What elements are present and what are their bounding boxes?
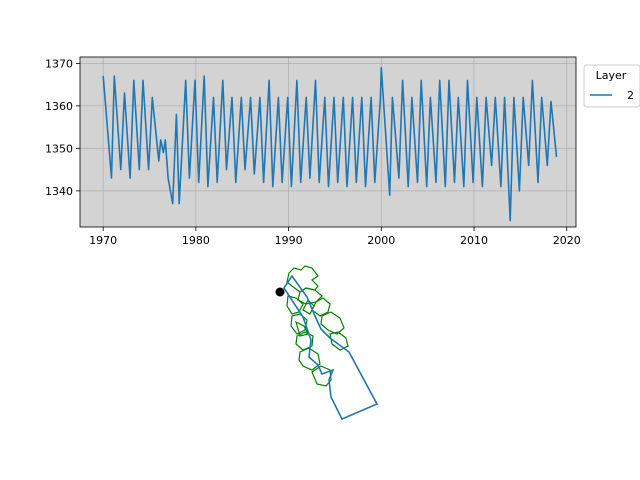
subbasin-boundaries bbox=[286, 265, 349, 387]
timeseries-chart: 1970 1980 1990 2000 2010 2020 1340 1350 1360 137… bbox=[45, 56, 640, 247]
plot-background bbox=[80, 57, 576, 227]
grid bbox=[80, 57, 576, 227]
subbasin-polygon bbox=[295, 320, 309, 337]
subbasin-polygon bbox=[311, 365, 332, 387]
x-axis: 1970 1980 1990 2000 2010 2020 bbox=[89, 227, 581, 247]
legend-entry-label: 2 bbox=[627, 89, 634, 102]
x-tick-label: 1980 bbox=[182, 234, 210, 247]
legend-title: Layer bbox=[596, 69, 627, 82]
location-marker bbox=[275, 287, 285, 297]
subbasin-polygon bbox=[286, 265, 319, 293]
x-tick-label: 1970 bbox=[89, 234, 117, 247]
subbasin-polygon bbox=[302, 298, 315, 315]
plot-frame bbox=[79, 56, 577, 228]
x-tick-label: 2020 bbox=[553, 234, 581, 247]
y-axis: 1340 1350 1360 1370 bbox=[45, 57, 80, 198]
subbasin-polygon bbox=[295, 331, 314, 351]
subbasin-polygon bbox=[329, 331, 349, 351]
y-tick-label: 1350 bbox=[45, 142, 73, 155]
series-line-layer-2 bbox=[102, 66, 558, 222]
y-tick-label: 1340 bbox=[45, 185, 73, 198]
legend: Layer 2 bbox=[583, 64, 640, 108]
legend-box bbox=[583, 64, 640, 108]
model-domain-outline bbox=[283, 274, 379, 421]
y-tick-label: 1370 bbox=[45, 57, 73, 70]
x-tick-label: 2000 bbox=[367, 234, 395, 247]
series-group bbox=[102, 66, 558, 222]
x-tick-label: 1990 bbox=[275, 234, 303, 247]
x-tick-label: 2010 bbox=[460, 234, 488, 247]
subbasin-polygon bbox=[320, 311, 345, 335]
y-tick-label: 1360 bbox=[45, 100, 73, 113]
watershed-map bbox=[275, 265, 379, 421]
subbasin-polygon bbox=[290, 313, 308, 335]
